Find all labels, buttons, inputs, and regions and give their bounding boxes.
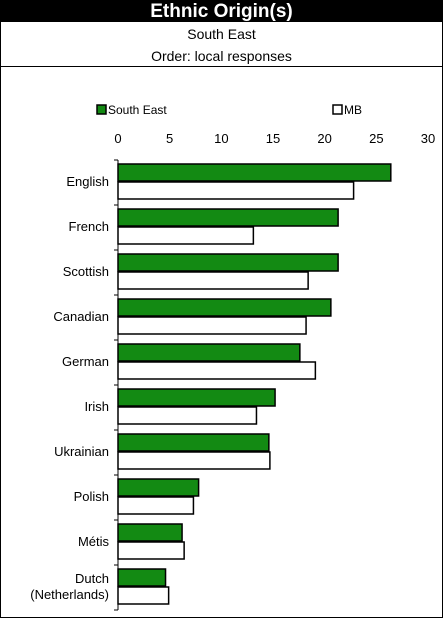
category-label-line: English: [66, 174, 109, 189]
bar-0-5: [117, 388, 276, 407]
bar-1-9: [117, 586, 170, 605]
category-label-6: Ukrainian: [54, 444, 109, 459]
bar-1-2: [117, 271, 309, 290]
bar-1-4: [117, 361, 317, 380]
category-label-0: English: [66, 174, 109, 189]
bar-0-9: [117, 568, 167, 587]
category-label-3: Canadian: [53, 309, 109, 324]
x-tick-label-6: 30: [421, 131, 435, 146]
category-label-2: Scottish: [63, 264, 109, 279]
bar-0-0: [117, 163, 392, 182]
category-label-line: French: [69, 219, 109, 234]
bar-1-5: [117, 406, 258, 425]
bar-0-6: [117, 433, 270, 452]
category-label-line: Dutch: [75, 571, 109, 586]
category-label-line: Ukrainian: [54, 444, 109, 459]
category-label-4: German: [62, 354, 109, 369]
bar-1-0: [117, 181, 355, 200]
legend-label-1: MB: [344, 103, 362, 117]
category-label-line: Métis: [78, 534, 110, 549]
x-tick-label-1: 5: [166, 131, 173, 146]
x-tick-label-5: 25: [369, 131, 383, 146]
category-label-line: Canadian: [53, 309, 109, 324]
bar-0-2: [117, 253, 339, 272]
x-tick-label-3: 15: [266, 131, 280, 146]
bar-1-7: [117, 496, 195, 515]
bar-0-4: [117, 343, 301, 362]
bar-0-3: [117, 298, 332, 317]
bar-0-7: [117, 478, 200, 497]
category-label-7: Polish: [74, 489, 109, 504]
chart-title: Ethnic Origin(s): [1, 1, 442, 22]
bar-1-8: [117, 541, 185, 560]
bar-1-6: [117, 451, 271, 470]
category-label-line: Polish: [74, 489, 109, 504]
category-label-8: Métis: [78, 534, 110, 549]
category-label-1: French: [69, 219, 109, 234]
category-label-line: Irish: [84, 399, 109, 414]
x-tick-label-4: 20: [317, 131, 331, 146]
legend-label-0: South East: [108, 103, 167, 117]
category-label-line: German: [62, 354, 109, 369]
category-label-5: Irish: [84, 399, 109, 414]
legend-swatch-1: [332, 104, 343, 115]
category-label-line: Scottish: [63, 264, 109, 279]
category-label-line: (Netherlands): [30, 587, 109, 602]
bar-0-8: [117, 523, 183, 542]
x-tick-label-2: 10: [214, 131, 228, 146]
x-tick-label-0: 0: [114, 131, 121, 146]
bar-1-1: [117, 226, 255, 245]
bar-1-3: [117, 316, 307, 335]
legend-swatch-0: [96, 104, 107, 115]
bar-0-1: [117, 208, 339, 227]
category-label-9: Dutch (Netherlands): [30, 571, 109, 602]
order-note: Order: local responses: [1, 45, 442, 67]
chart-subtitle: South East: [187, 26, 256, 42]
